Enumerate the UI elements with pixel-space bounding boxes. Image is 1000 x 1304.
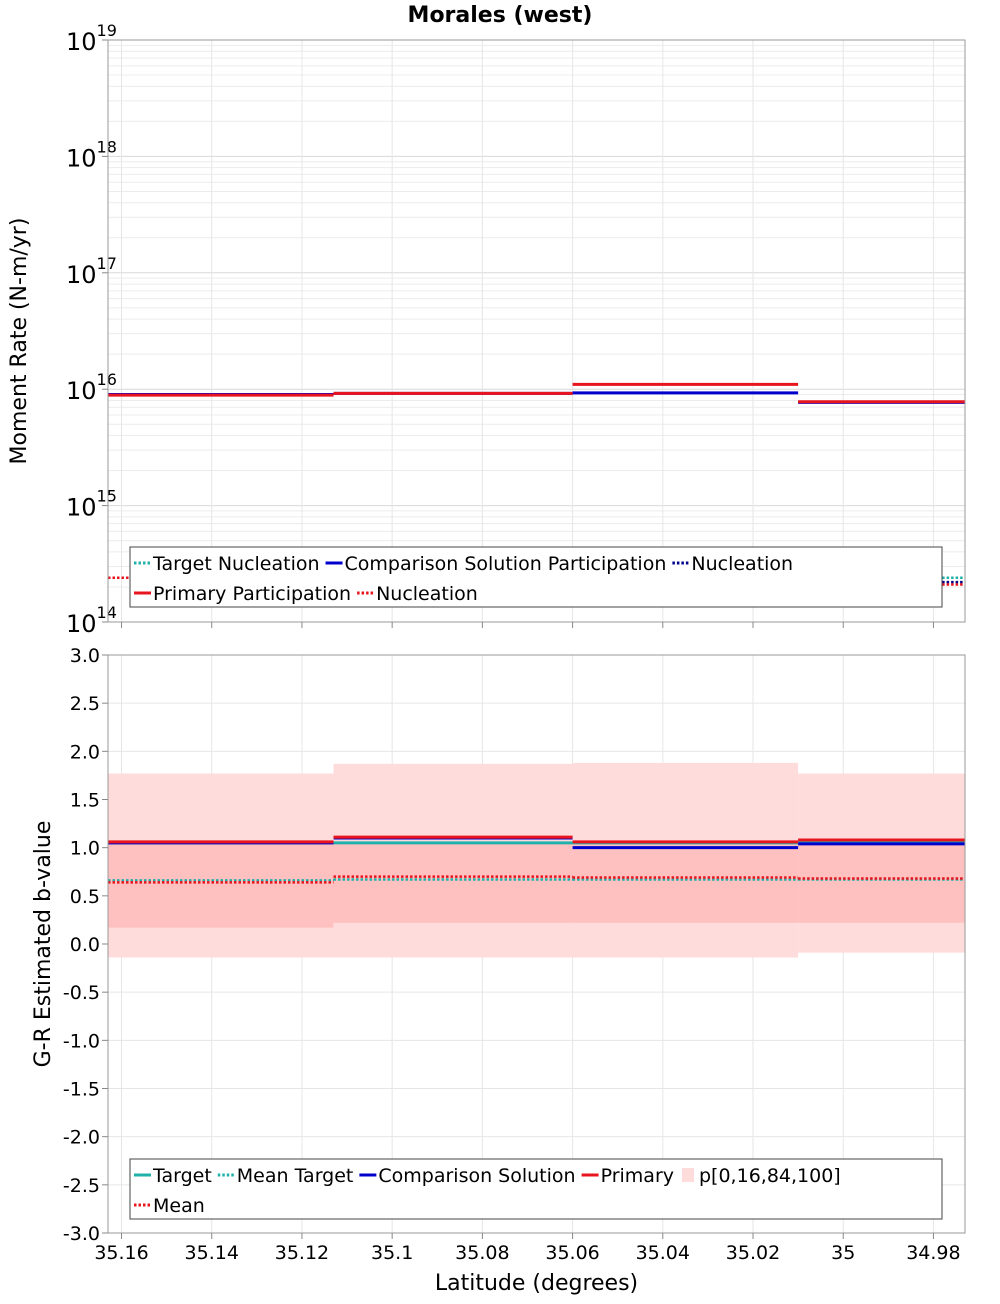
legend-item-comparison-solution: Comparison Solution (359, 1165, 576, 1187)
percentile-band-inner (572, 842, 799, 923)
legend-item-target: Target (134, 1165, 212, 1187)
legend: Target Nucleation Comparison Solution Par… (129, 546, 943, 608)
x-tick-label: 35.08 (455, 1242, 509, 1264)
legend-item-mean-target: Mean Target (217, 1165, 354, 1187)
y-tick-label: 2.0 (70, 741, 100, 763)
y-tick-label: 1019 (66, 21, 117, 56)
y-axis-label: Moment Rate (N-m/yr) (7, 218, 32, 465)
y-tick-label: 2.5 (70, 693, 100, 715)
legend-item-p-0-16-84-100: p[0,16,84,100] (682, 1165, 841, 1187)
top-panel: 1014 1015 1016 1017 1018 1019 Moment Rate (N-m… (7, 21, 966, 638)
legend-box (129, 1158, 943, 1220)
legend-label: Nucleation (691, 553, 793, 575)
legend-box (129, 546, 943, 608)
legend: Target Mean Target Comparison Solution Prim… (129, 1158, 943, 1220)
y-axis-label: G-R Estimated b-value (31, 821, 56, 1068)
chart-title: Morales (west) (408, 3, 593, 28)
legend-item-nucleation: Nucleation (672, 553, 793, 575)
legend-label: Target (152, 1165, 212, 1187)
percentile-band-inner (333, 842, 573, 923)
percentile-band-inner (798, 842, 965, 923)
y-tick-label: 1.5 (70, 790, 100, 812)
bottom-panel: 3.0 2.5 2.0 1.5 1.0 0.5 0.0 -0.5 -1.0 -1.5 -2.0 -2.… (31, 645, 966, 1296)
legend-swatch (682, 1168, 694, 1182)
x-tick-label: 35.16 (94, 1242, 148, 1264)
legend-label: Primary Participation (153, 583, 351, 605)
legend-label: p[0,16,84,100] (699, 1165, 841, 1187)
legend-label: Primary (601, 1165, 674, 1187)
y-tick-label: -1.5 (63, 1079, 100, 1101)
y-tick-label: 0.0 (70, 934, 100, 956)
y-tick-label: 1016 (66, 370, 117, 405)
y-tick-label: 1.0 (70, 838, 100, 860)
x-tick-label: 35.1 (371, 1242, 413, 1264)
x-tick-label: 35.04 (636, 1242, 690, 1264)
y-tick-label: 3.0 (70, 645, 100, 667)
y-tick-label: 1014 (66, 603, 117, 638)
y-tick-label: 1017 (66, 254, 117, 289)
x-tick-label: 35.12 (275, 1242, 329, 1264)
legend-item-comparison-solution-participation: Comparison Solution Participation (325, 553, 667, 575)
legend-label: Mean Target (237, 1165, 354, 1187)
legend-label: Comparison Solution (378, 1165, 575, 1187)
y-tick-label: 1015 (66, 487, 117, 522)
legend-label: Comparison Solution Participation (345, 553, 667, 575)
y-tick-label: -1.0 (63, 1030, 100, 1052)
y-tick-label: 0.5 (70, 886, 100, 908)
legend-label: Mean (153, 1195, 205, 1217)
legend-item-primary: Primary (581, 1165, 674, 1187)
y-tick-label: -2.5 (63, 1175, 100, 1197)
y-tick-label: -0.5 (63, 982, 100, 1004)
y-tick-label: -2.0 (63, 1127, 100, 1149)
legend-item-mean: Mean (134, 1195, 205, 1217)
plot-background (108, 40, 965, 622)
x-tick-label: 35 (831, 1242, 855, 1264)
legend-item-target-nucleation: Target Nucleation (134, 553, 320, 575)
x-tick-label: 35.06 (545, 1242, 599, 1264)
x-tick-label: 35.02 (726, 1242, 780, 1264)
legend-label: Target Nucleation (152, 553, 320, 575)
y-tick-label: 1018 (66, 137, 117, 172)
legend-item-primary-participation: Primary Participation (134, 583, 351, 605)
y-tick-label: -3.0 (63, 1223, 100, 1245)
x-tick-label: 34.98 (906, 1242, 960, 1264)
legend-label: Nucleation (376, 583, 478, 605)
percentile-band-inner (108, 842, 334, 928)
x-tick-label: 35.14 (185, 1242, 239, 1264)
legend-item-nucleation: Nucleation (357, 583, 478, 605)
x-axis-label: Latitude (degrees) (435, 1271, 638, 1296)
plot-frame (107, 39, 966, 623)
